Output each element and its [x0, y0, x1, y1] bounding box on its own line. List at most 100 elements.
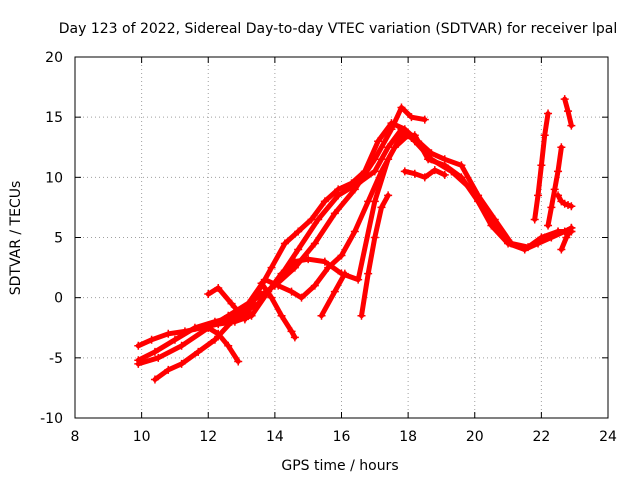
- data-point-marker: [154, 353, 163, 362]
- data-point-marker: [267, 293, 276, 302]
- x-tick-label: 24: [599, 429, 617, 445]
- data-point-marker: [424, 155, 433, 164]
- data-point-marker: [330, 287, 339, 296]
- data-point-marker: [557, 245, 566, 254]
- chart-title: Day 123 of 2022, Sidereal Day-to-day VTE…: [59, 21, 617, 37]
- data-point-marker: [317, 311, 326, 320]
- data-point-marker: [280, 239, 289, 248]
- data-point-marker: [320, 257, 329, 266]
- data-point-marker: [134, 341, 143, 350]
- data-point-marker: [240, 315, 249, 324]
- data-point-marker: [567, 223, 576, 232]
- data-point-marker: [224, 341, 233, 350]
- data-point-marker: [364, 269, 373, 278]
- data-point-marker: [407, 113, 416, 122]
- data-point-marker: [164, 365, 173, 374]
- data-point-marker: [457, 173, 466, 182]
- data-point-marker: [340, 269, 349, 278]
- data-point-marker: [567, 121, 576, 130]
- data-point-marker: [227, 299, 236, 308]
- data-point-marker: [540, 131, 549, 140]
- data-point-marker: [214, 320, 223, 329]
- data-point-marker: [307, 215, 316, 224]
- data-point-marker: [324, 263, 333, 272]
- data-point-marker: [310, 281, 319, 290]
- x-tick-label: 18: [399, 429, 417, 445]
- data-point-marker: [370, 233, 379, 242]
- data-point-marker: [194, 347, 203, 356]
- data-point-marker: [547, 203, 556, 212]
- data-point-marker: [427, 149, 436, 158]
- x-tick-label: 22: [532, 429, 550, 445]
- data-point-marker: [277, 269, 286, 278]
- data-point-marker: [534, 191, 543, 200]
- data-point-marker: [384, 191, 393, 200]
- data-point-marker: [227, 317, 236, 326]
- data-point-marker: [214, 329, 223, 338]
- data-point-marker: [170, 335, 179, 344]
- data-point-marker: [430, 166, 439, 175]
- data-point-marker: [440, 170, 449, 179]
- data-point-marker: [400, 167, 409, 176]
- data-point-marker: [564, 107, 573, 116]
- data-point-marker: [557, 143, 566, 152]
- x-tick-label: 20: [466, 429, 484, 445]
- data-point-marker: [204, 290, 213, 299]
- data-point-marker: [562, 233, 571, 242]
- x-axis-label: GPS time / hours: [281, 458, 398, 474]
- data-point-marker: [524, 243, 533, 252]
- data-point-marker: [357, 311, 366, 320]
- data-point-marker: [177, 359, 186, 368]
- data-point-marker: [347, 179, 356, 188]
- data-point-marker: [354, 275, 363, 284]
- data-point-marker: [364, 197, 373, 206]
- data-point-marker: [234, 357, 243, 366]
- data-point-marker: [387, 119, 396, 128]
- data-point-marker: [440, 155, 449, 164]
- data-point-marker: [544, 221, 553, 230]
- axis-ticks: 8 10 12 14 16 18 20 22 24 -10 -5 0 5 10 15 20: [40, 50, 617, 445]
- data-point-marker: [287, 287, 296, 296]
- y-tick-label: 0: [54, 291, 63, 307]
- data-point-marker: [420, 173, 429, 182]
- data-point-marker: [530, 215, 539, 224]
- data-point-marker: [397, 103, 406, 112]
- y-tick-label: 15: [45, 110, 63, 126]
- data-point-marker: [414, 137, 423, 146]
- data-point-marker: [214, 284, 223, 293]
- data-point-marker: [360, 167, 369, 176]
- data-point-marker: [330, 209, 339, 218]
- plot-frame: [74, 56, 609, 419]
- data-point-marker: [147, 335, 156, 344]
- data-point-marker: [457, 161, 466, 170]
- data-point-marker: [204, 323, 213, 332]
- data-point-marker: [420, 115, 429, 124]
- data-point-marker: [554, 227, 563, 236]
- series-line-track-1: [135, 105, 428, 367]
- data-point-marker: [290, 333, 299, 342]
- data-point-marker: [180, 327, 189, 336]
- data-point-marker: [550, 185, 559, 194]
- data-point-marker: [274, 281, 283, 290]
- data-point-marker: [474, 191, 483, 200]
- data-point-marker: [410, 169, 419, 178]
- data-point-marker: [404, 131, 413, 140]
- data-point-marker: [297, 293, 306, 302]
- data-point-marker: [267, 263, 276, 272]
- x-tick-label: 16: [333, 429, 351, 445]
- data-point-marker: [400, 125, 409, 134]
- data-point-marker: [277, 311, 286, 320]
- data-point-marker: [554, 191, 563, 200]
- data-point-marker: [537, 161, 546, 170]
- y-tick-label: 10: [45, 170, 63, 186]
- data-point-marker: [377, 167, 386, 176]
- data-point-marker: [320, 197, 329, 206]
- x-tick-label: 8: [71, 429, 80, 445]
- data-point-marker: [310, 239, 319, 248]
- y-axis-label: SDTVAR / TECUs: [8, 181, 24, 296]
- data-point-marker: [554, 167, 563, 176]
- data-point-marker: [244, 299, 253, 308]
- data-point-marker: [374, 137, 383, 146]
- grid-lines: [75, 57, 608, 418]
